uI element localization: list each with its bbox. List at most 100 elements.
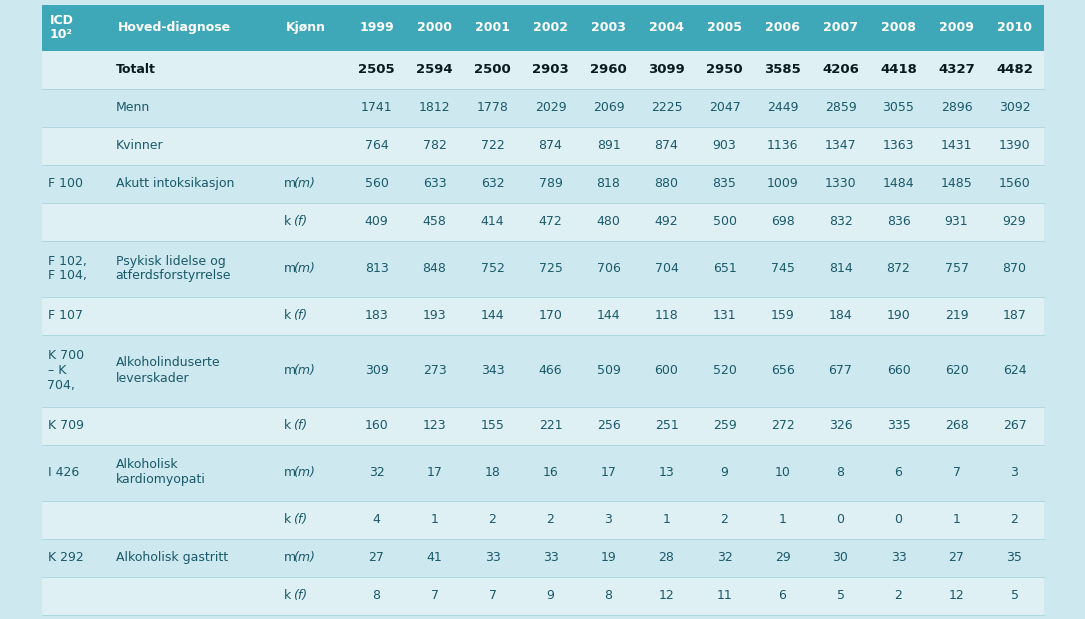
Text: 414: 414	[481, 215, 505, 228]
Text: 620: 620	[945, 364, 969, 377]
Text: 660: 660	[886, 364, 910, 377]
Text: (m): (m)	[294, 466, 316, 479]
Text: 1347: 1347	[825, 139, 856, 152]
Text: 118: 118	[654, 309, 678, 322]
Text: 903: 903	[713, 139, 737, 152]
Text: 6: 6	[894, 466, 903, 479]
Text: 4418: 4418	[880, 63, 917, 76]
Text: 2225: 2225	[651, 101, 682, 114]
Text: 848: 848	[422, 262, 446, 275]
Text: 41: 41	[426, 551, 443, 564]
Text: 2: 2	[1010, 513, 1019, 526]
Text: m: m	[283, 466, 299, 479]
Text: 2003: 2003	[591, 21, 626, 34]
Text: 0: 0	[837, 513, 844, 526]
Text: 9: 9	[720, 466, 728, 479]
Text: 3: 3	[604, 513, 612, 526]
Text: (f): (f)	[294, 419, 308, 432]
Text: 500: 500	[713, 215, 737, 228]
Bar	[347, 4, 406, 51]
Text: F 102,
F 104,: F 102, F 104,	[48, 254, 87, 282]
Bar	[110, 4, 278, 51]
Text: 560: 560	[365, 177, 388, 190]
Text: k: k	[283, 215, 295, 228]
Text: Psykisk lidelse og
atferdsforstyrrelse: Psykisk lidelse og atferdsforstyrrelse	[115, 254, 231, 282]
Text: 3092: 3092	[998, 101, 1031, 114]
Text: 2004: 2004	[649, 21, 684, 34]
Text: 1136: 1136	[767, 139, 799, 152]
Text: 1330: 1330	[825, 177, 856, 190]
Text: K 700
– K
704,: K 700 – K 704,	[48, 349, 84, 392]
Text: 35: 35	[1007, 551, 1022, 564]
Text: 28: 28	[659, 551, 675, 564]
Text: 17: 17	[601, 466, 616, 479]
Text: 632: 632	[481, 177, 505, 190]
Text: 267: 267	[1003, 419, 1026, 432]
Text: (m): (m)	[294, 262, 316, 275]
Bar	[41, 126, 1044, 165]
Text: 2449: 2449	[767, 101, 799, 114]
Text: 872: 872	[886, 262, 910, 275]
Text: 1390: 1390	[998, 139, 1031, 152]
Text: F 107: F 107	[48, 309, 82, 322]
Text: 458: 458	[422, 215, 446, 228]
Text: 874: 874	[538, 139, 562, 152]
Text: 656: 656	[770, 364, 794, 377]
Text: 268: 268	[945, 419, 969, 432]
Text: 2010: 2010	[997, 21, 1032, 34]
Text: m: m	[283, 364, 299, 377]
Text: 17: 17	[426, 466, 443, 479]
Text: 309: 309	[365, 364, 388, 377]
Text: 466: 466	[538, 364, 562, 377]
Text: 193: 193	[423, 309, 446, 322]
Text: 5: 5	[837, 589, 844, 602]
Text: Akutt intoksikasjon: Akutt intoksikasjon	[115, 177, 234, 190]
Bar	[41, 407, 1044, 444]
Bar	[753, 4, 812, 51]
Text: 6: 6	[779, 589, 787, 602]
Text: 10: 10	[775, 466, 791, 479]
Bar	[985, 4, 1044, 51]
Text: 18: 18	[485, 466, 500, 479]
Text: 27: 27	[948, 551, 965, 564]
Text: 19: 19	[601, 551, 616, 564]
Bar	[41, 51, 1044, 89]
Text: 4327: 4327	[939, 63, 975, 76]
Text: 2000: 2000	[417, 21, 452, 34]
Text: 155: 155	[481, 419, 505, 432]
Text: 757: 757	[945, 262, 969, 275]
Text: 2069: 2069	[592, 101, 624, 114]
Text: 343: 343	[481, 364, 505, 377]
Text: Totalt: Totalt	[115, 63, 155, 76]
Text: 931: 931	[945, 215, 968, 228]
Text: 12: 12	[948, 589, 965, 602]
Text: (f): (f)	[294, 215, 308, 228]
Text: 8: 8	[604, 589, 613, 602]
Text: K 292: K 292	[48, 551, 84, 564]
Text: 2960: 2960	[590, 63, 627, 76]
Text: (f): (f)	[294, 309, 308, 322]
Text: 704: 704	[654, 262, 678, 275]
Text: 335: 335	[886, 419, 910, 432]
Text: m: m	[283, 177, 299, 190]
Text: 600: 600	[654, 364, 678, 377]
Bar	[41, 444, 1044, 501]
Text: 2903: 2903	[532, 63, 569, 76]
Text: 32: 32	[716, 551, 732, 564]
Text: 2950: 2950	[706, 63, 743, 76]
Text: 409: 409	[365, 215, 388, 228]
Text: 651: 651	[713, 262, 737, 275]
Text: 832: 832	[829, 215, 853, 228]
Text: 0: 0	[894, 513, 903, 526]
Text: k: k	[283, 309, 295, 322]
Text: 1741: 1741	[360, 101, 393, 114]
Text: 698: 698	[770, 215, 794, 228]
Text: (m): (m)	[294, 177, 316, 190]
Text: 9: 9	[547, 589, 554, 602]
Text: 624: 624	[1003, 364, 1026, 377]
Text: 183: 183	[365, 309, 388, 322]
Text: 187: 187	[1003, 309, 1026, 322]
Text: k: k	[283, 419, 295, 432]
Text: 33: 33	[891, 551, 906, 564]
Text: 259: 259	[713, 419, 737, 432]
